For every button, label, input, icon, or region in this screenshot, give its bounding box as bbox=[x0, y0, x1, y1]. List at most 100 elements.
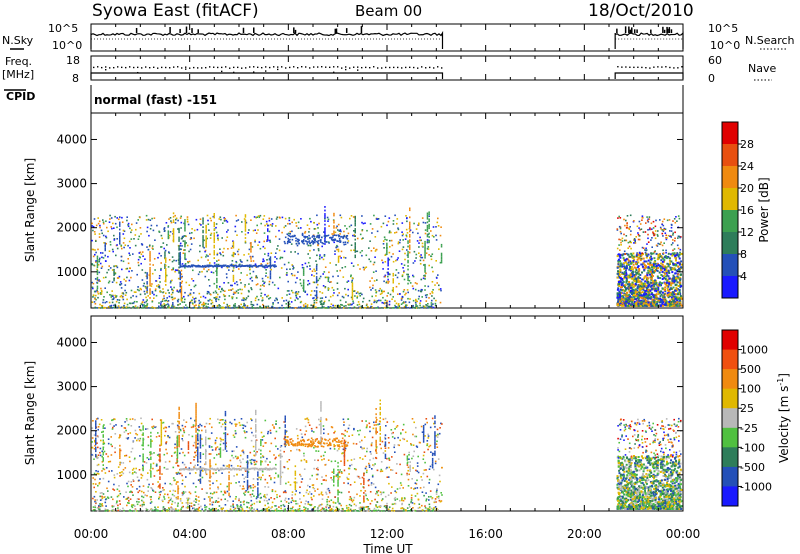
nave-point bbox=[297, 67, 299, 69]
scatter-point bbox=[141, 269, 144, 271]
scatter-point bbox=[210, 232, 213, 235]
scatter-point bbox=[436, 488, 438, 490]
scatter-point bbox=[186, 221, 189, 223]
scatter-point bbox=[153, 293, 155, 296]
scatter-point bbox=[391, 456, 393, 458]
scatter-point bbox=[340, 257, 342, 259]
scatter-point bbox=[668, 277, 671, 280]
scatter-point bbox=[128, 252, 130, 255]
scatter-point bbox=[160, 304, 163, 307]
nave-point bbox=[93, 66, 95, 69]
scatter-point bbox=[126, 298, 128, 301]
scatter-point bbox=[287, 240, 289, 243]
nave-point bbox=[637, 66, 639, 68]
scatter-point bbox=[617, 276, 620, 279]
scatter-point bbox=[647, 297, 649, 300]
scatter-point bbox=[653, 294, 656, 297]
scatter-point bbox=[256, 501, 258, 503]
scatter-point bbox=[392, 431, 394, 434]
scatter-point bbox=[423, 305, 426, 308]
scatter-point bbox=[402, 267, 404, 269]
scatter-point bbox=[645, 292, 648, 295]
scatter-point bbox=[263, 285, 265, 287]
scatter-point bbox=[616, 295, 619, 298]
scatter-point bbox=[149, 288, 151, 290]
scatter-point bbox=[178, 248, 180, 251]
scatter-point bbox=[238, 481, 240, 483]
scatter-point bbox=[193, 305, 196, 307]
scatter-point bbox=[217, 237, 219, 240]
scatter-point bbox=[202, 303, 204, 306]
scatter-point bbox=[216, 277, 218, 280]
scatter-point bbox=[370, 453, 372, 455]
scatter-point bbox=[201, 476, 204, 479]
scatter-point bbox=[342, 452, 344, 454]
scatter-point bbox=[411, 285, 414, 287]
scatter-point bbox=[161, 473, 163, 475]
scatter-point bbox=[295, 297, 298, 299]
scatter-point bbox=[428, 254, 430, 256]
scatter-point bbox=[664, 266, 667, 269]
scatter-point bbox=[387, 282, 389, 284]
scatter-point bbox=[130, 238, 133, 240]
nave-point bbox=[417, 67, 419, 69]
scatter-point bbox=[313, 302, 316, 304]
scatter-point bbox=[139, 287, 142, 290]
scatter-point bbox=[98, 271, 101, 274]
nave-point bbox=[177, 66, 179, 68]
scatter-point bbox=[247, 295, 250, 298]
scatter-point bbox=[180, 290, 183, 293]
scatter-point bbox=[675, 264, 678, 267]
scatter-point bbox=[667, 255, 670, 258]
scatter-point bbox=[657, 299, 660, 302]
scatter-point bbox=[661, 266, 664, 269]
scatter-point bbox=[665, 234, 667, 237]
scatter-point bbox=[167, 232, 170, 234]
scatter-point bbox=[328, 306, 330, 309]
scatter-point bbox=[163, 230, 166, 232]
scatter-point bbox=[308, 231, 310, 233]
scatter-point bbox=[205, 228, 207, 231]
scatter-point bbox=[184, 245, 186, 248]
scatter-point bbox=[666, 262, 669, 265]
scatter-point bbox=[653, 257, 656, 260]
scatter-point bbox=[674, 284, 677, 286]
scatter-point bbox=[375, 248, 378, 251]
scatter-point bbox=[98, 482, 101, 484]
scatter-point bbox=[209, 453, 212, 455]
scatter-point bbox=[129, 247, 131, 249]
scatter-point bbox=[167, 289, 169, 292]
scatter-point bbox=[406, 464, 409, 466]
scatter-point bbox=[158, 230, 160, 233]
scatter-point bbox=[307, 238, 309, 240]
scatter-point bbox=[342, 418, 345, 421]
scatter-point bbox=[430, 302, 433, 304]
nave-point bbox=[433, 67, 435, 69]
scatter-point bbox=[617, 270, 619, 273]
scatter-point bbox=[440, 492, 442, 494]
scatter-point bbox=[297, 238, 300, 241]
scatter-point bbox=[324, 216, 326, 219]
scatter-point bbox=[382, 290, 384, 293]
scatter-point bbox=[440, 259, 443, 262]
scatter-point bbox=[131, 270, 133, 272]
scatter-point bbox=[233, 291, 235, 294]
nave-point bbox=[293, 66, 295, 68]
scatter-point bbox=[175, 307, 178, 309]
scatter-point bbox=[638, 299, 641, 302]
scatter-point bbox=[668, 283, 671, 286]
scatter-point bbox=[397, 304, 400, 306]
scatter-point bbox=[635, 302, 638, 304]
scatter-point bbox=[375, 448, 377, 451]
scatter-point bbox=[171, 305, 173, 307]
scatter-point bbox=[219, 264, 222, 267]
scatter-point bbox=[163, 427, 165, 430]
scatter-point bbox=[647, 237, 649, 240]
scatter-point bbox=[419, 263, 422, 265]
scatter-point bbox=[117, 218, 120, 221]
scatter-point bbox=[664, 286, 667, 289]
scatter-point bbox=[341, 307, 344, 309]
scatter-point bbox=[269, 450, 271, 453]
power-ylabel: Slant Range [km] bbox=[23, 158, 37, 262]
scatter-point bbox=[204, 296, 207, 299]
